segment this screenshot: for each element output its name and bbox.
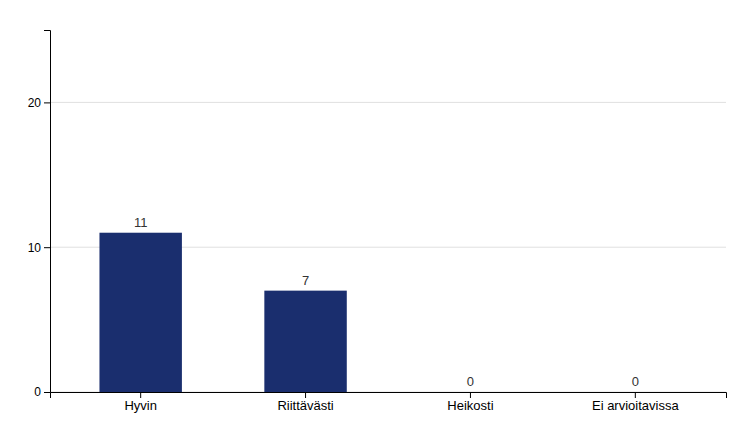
grid-line (50, 102, 726, 103)
x-tick: Hyvin (124, 392, 157, 413)
y-tick-label: 0 (34, 385, 41, 399)
x-tick-label: Heikosti (447, 398, 493, 413)
x-tick-label: Hyvin (124, 398, 157, 413)
x-axis: Hyvin Riittävästi Heikosti Ei arvioitavissa (51, 392, 727, 413)
y-tick-mark (44, 392, 50, 393)
x-tick-mark (305, 392, 306, 398)
chart: Hyvin Riittävästi Heikosti Ei arvioitavissa… (0, 0, 750, 436)
bar (594, 392, 676, 393)
y-tick-label: 10 (28, 241, 42, 255)
chart-container: Hyvin Riittävästi Heikosti Ei arvioitavissa… (0, 0, 750, 436)
bar (99, 233, 181, 392)
y-tick-mark (44, 247, 50, 248)
bars (99, 233, 346, 392)
x-tick-label: Ei arvioitavissa (592, 398, 679, 413)
x-tick-mark (140, 392, 141, 398)
data-labels: 11 7 0 0 (134, 215, 639, 389)
plot: Hyvin Riittävästi Heikosti Ei arvioitavissa… (28, 31, 727, 414)
y-axis-line (44, 31, 51, 393)
y-tick: 20 (28, 96, 50, 110)
x-tick-label: Riittävästi (277, 398, 333, 413)
x-tick-mark (470, 392, 471, 398)
data-label: 0 (467, 374, 474, 389)
y-tick-mark (44, 102, 50, 103)
data-label: 11 (134, 215, 148, 230)
y-tick: 10 (28, 241, 50, 255)
y-tick: 0 (34, 385, 50, 399)
x-tick: Ei arvioitavissa (592, 392, 679, 413)
y-tick-label: 20 (28, 96, 42, 110)
bar (264, 291, 346, 392)
x-tick: Heikosti (447, 392, 493, 413)
x-tick-mark (635, 392, 636, 398)
y-axis: 0 10 20 (28, 31, 51, 400)
grid (50, 102, 726, 392)
data-label: 0 (632, 374, 639, 389)
data-label: 7 (302, 273, 309, 288)
x-axis-line (51, 393, 727, 399)
bar (429, 392, 511, 393)
x-tick: Riittävästi (277, 392, 333, 413)
